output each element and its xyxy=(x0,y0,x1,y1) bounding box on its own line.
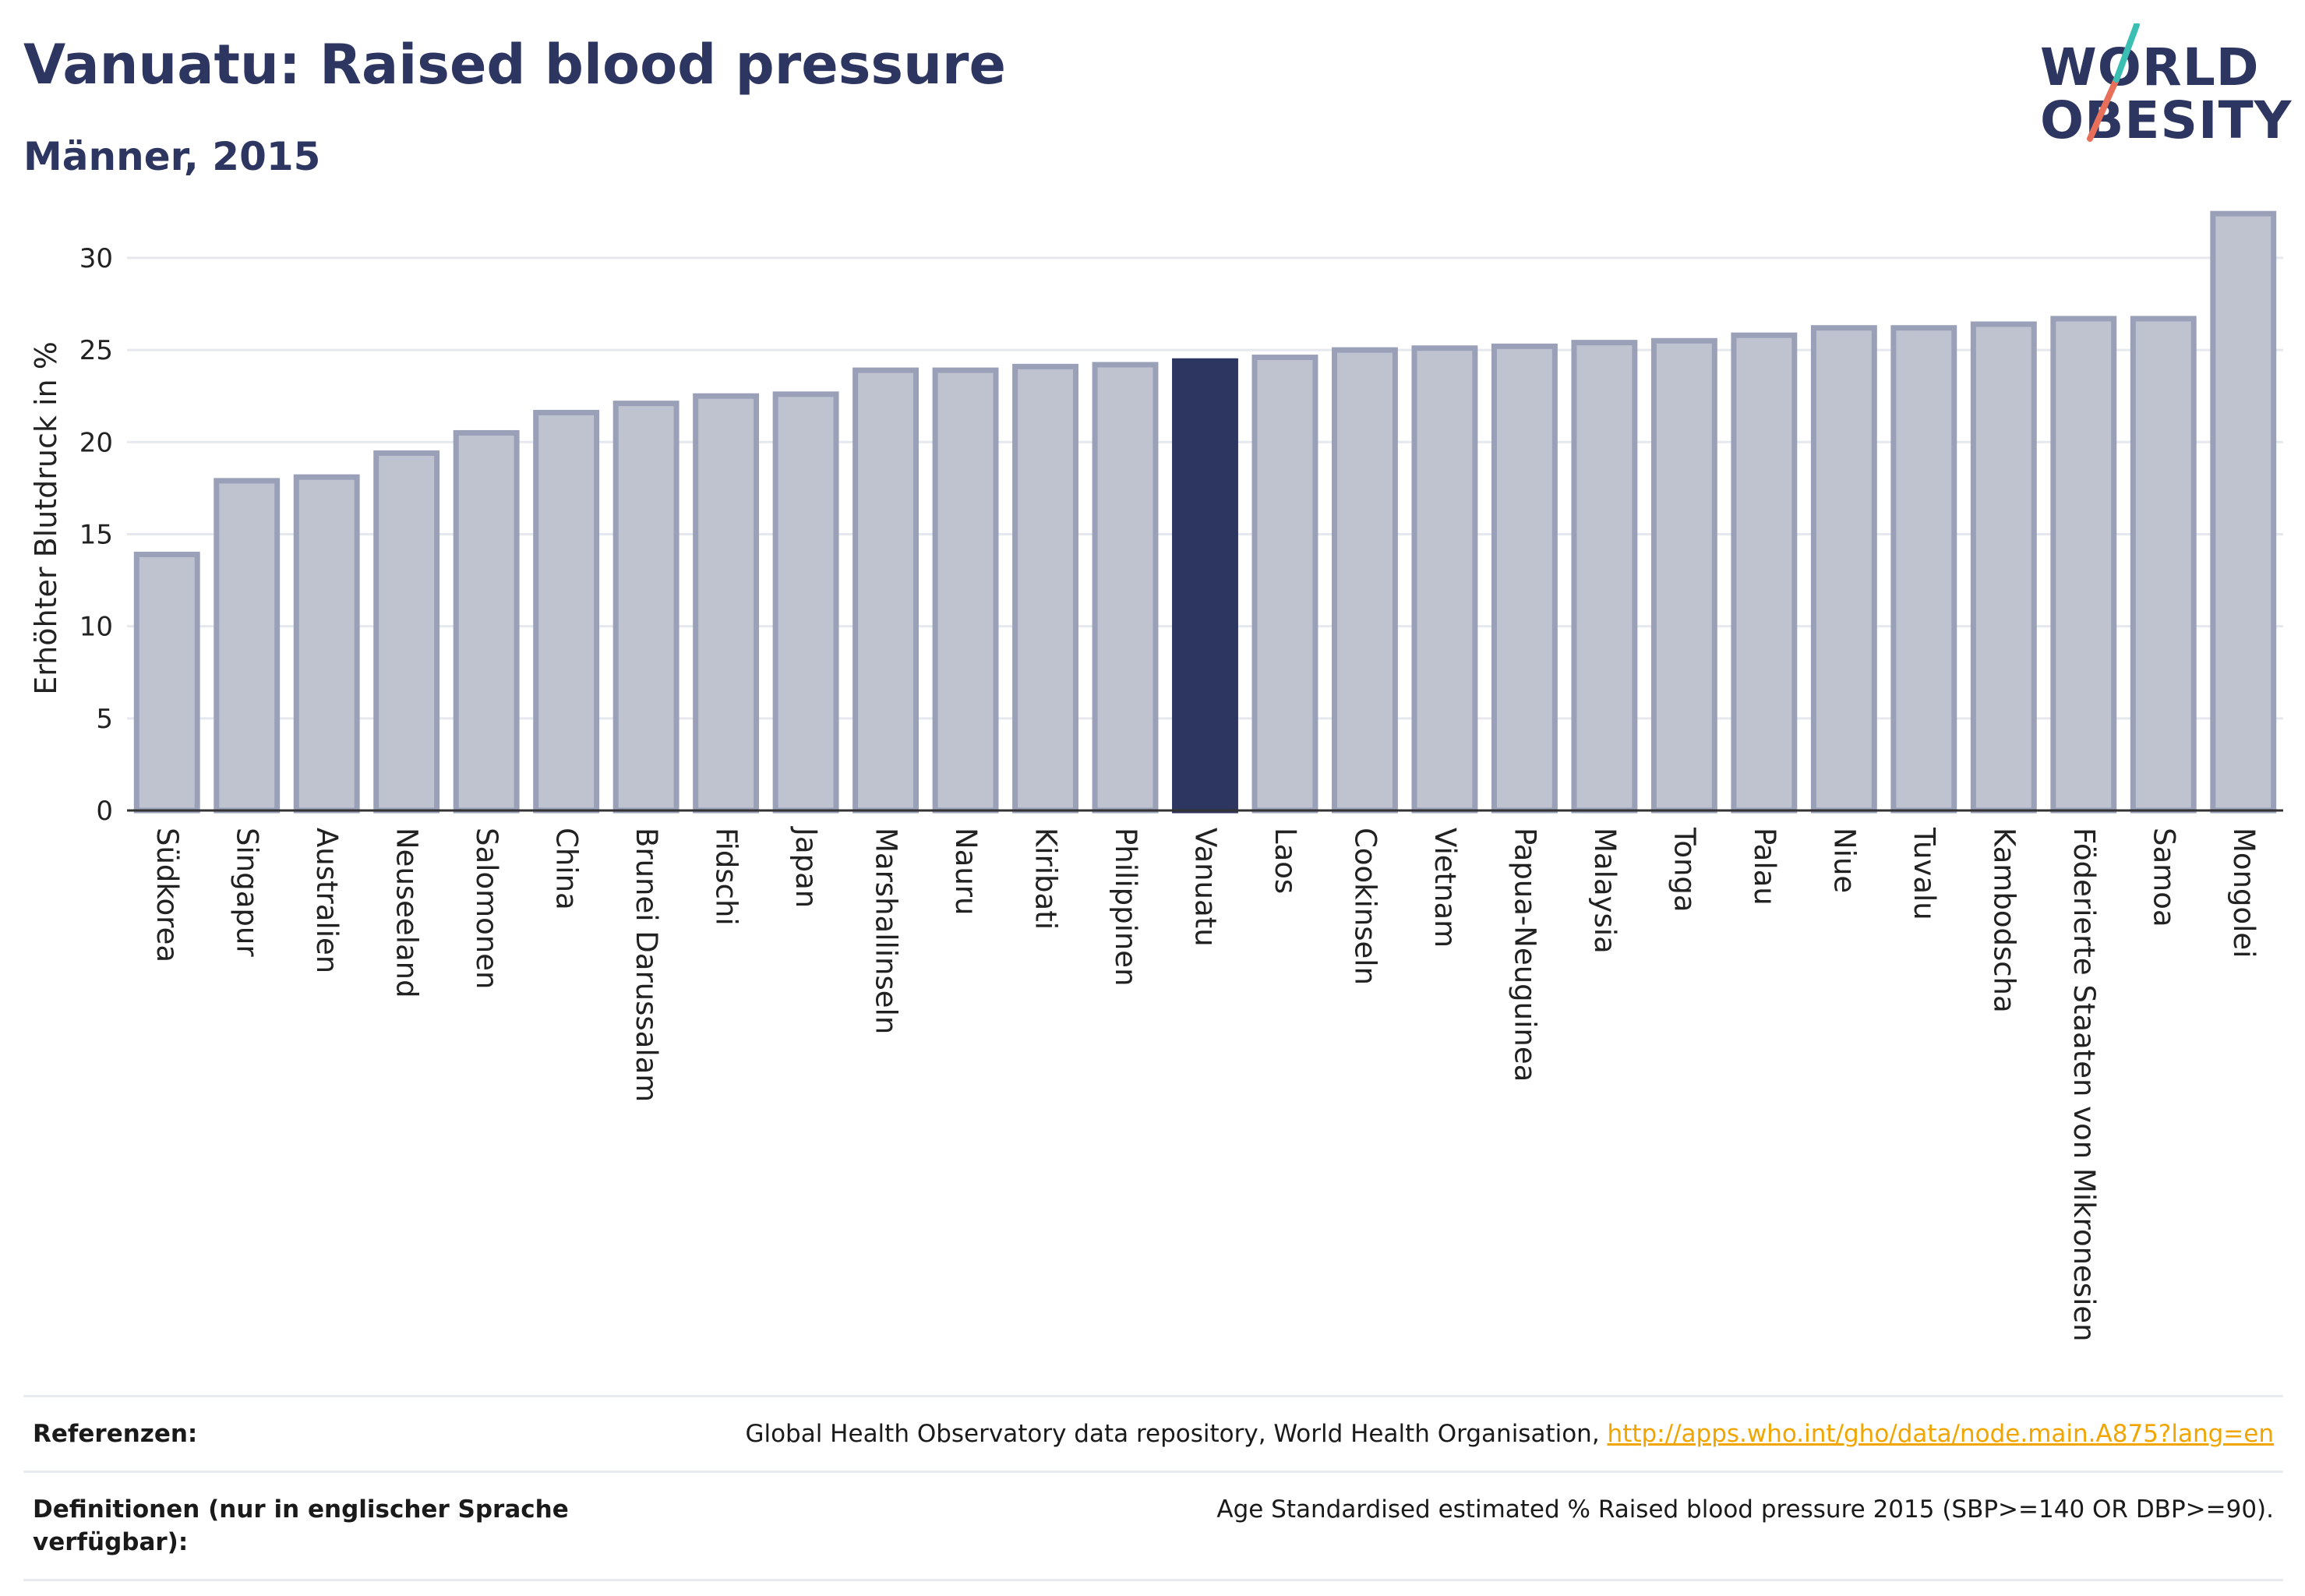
references-label: Referenzen: xyxy=(33,1420,198,1448)
page-subtitle: Männer, 2015 xyxy=(23,134,321,179)
x-tick-label: Salomonen xyxy=(470,828,503,989)
y-axis-label: Erhöhter Blutdruck in % xyxy=(29,341,63,695)
bar-china xyxy=(533,409,600,814)
bar-salomonen xyxy=(453,429,520,814)
references-link[interactable]: http://apps.who.int/gho/data/node.main.A… xyxy=(1607,1420,2274,1448)
bar-singapur xyxy=(214,478,281,814)
bar-samoa xyxy=(2130,316,2197,814)
x-tick-label: Malaysia xyxy=(1588,828,1622,954)
logo-line-2: OBESITY xyxy=(2040,90,2293,150)
y-tick-label: 10 xyxy=(79,612,113,643)
logo-slash-icon xyxy=(2087,23,2140,142)
bar-tonga xyxy=(1650,337,1717,814)
bar-palau xyxy=(1731,332,1798,814)
x-tick-label: Neuseeland xyxy=(390,828,424,998)
x-tick-label: Marshallinseln xyxy=(870,828,903,1034)
bar-chart: 0 5 10 15 20 25 30 Erhöhter Blutdruck in % Südko… xyxy=(29,210,2283,1342)
y-tick-label: 5 xyxy=(96,704,113,735)
x-tick-label: Mongolei xyxy=(2227,828,2261,958)
bar-nauru xyxy=(932,367,999,814)
bar-marshallinseln xyxy=(852,367,920,814)
y-tick-label: 20 xyxy=(79,427,113,458)
y-tick-label: 0 xyxy=(96,796,113,827)
bar-mongolei xyxy=(2210,210,2277,814)
x-tick-label: China xyxy=(550,828,584,910)
bar-malaysia xyxy=(1571,340,1638,814)
y-tick-label: 15 xyxy=(79,519,113,550)
x-tick-label: Samoa xyxy=(2147,828,2180,927)
x-tick-label: Tonga xyxy=(1668,827,1701,913)
world-obesity-logo: WORLD OBESITY xyxy=(2026,23,2291,164)
x-tick-label: Palau xyxy=(1748,828,1781,906)
bar-cookinseln xyxy=(1332,347,1398,814)
x-tick-label: Vietnam xyxy=(1428,828,1462,948)
x-tick-label: Kambodscha xyxy=(1987,828,2021,1013)
bar-niue xyxy=(1810,325,1877,814)
x-tick-label: Vanuatu xyxy=(1189,828,1223,947)
logo-line-1: WORLD xyxy=(2040,37,2260,97)
bar-tuvalu xyxy=(1890,325,1957,814)
definitions-row: Definitionen (nur in englischer Sprache … xyxy=(23,1471,2283,1581)
bar-vanuatu xyxy=(1172,358,1238,814)
x-tick-label: Papua-Neuguinea xyxy=(1508,828,1541,1082)
x-tick-label: Südkorea xyxy=(150,828,184,962)
references-text: Global Health Observatory data repositor… xyxy=(745,1420,1608,1448)
references-value: Global Health Observatory data repositor… xyxy=(745,1418,2274,1450)
y-tick-label: 30 xyxy=(79,243,113,274)
x-tick-label: Föderierte Staaten von Mikronesien xyxy=(2067,828,2101,1342)
x-tick-label: Brunei Darussalam xyxy=(630,828,663,1102)
references-row: Referenzen: Global Health Observatory da… xyxy=(23,1395,2283,1471)
x-tick-label: Kiribati xyxy=(1029,828,1063,930)
page-title: Vanuatu: Raised blood pressure xyxy=(23,33,1006,97)
bar-papua-neuguinea xyxy=(1491,343,1558,814)
x-tick-label: Cookinseln xyxy=(1348,828,1382,985)
definitions-label: Definitionen (nur in englischer Sprache … xyxy=(33,1495,569,1556)
bar-kiribati xyxy=(1012,363,1078,814)
bar-vietnam xyxy=(1411,345,1478,814)
x-tick-label: Laos xyxy=(1269,828,1302,894)
references-table: Referenzen: Global Health Observatory da… xyxy=(23,1395,2283,1581)
bar-fidschi xyxy=(693,393,760,814)
bar-brunei-darussalam xyxy=(612,401,679,814)
bar-australien xyxy=(293,474,360,814)
x-tick-label: Singapur xyxy=(231,828,264,957)
x-tick-label: Nauru xyxy=(949,828,983,915)
x-tick-label: Philippinen xyxy=(1109,828,1142,987)
bar-f-derierte-staaten-von-mikronesien xyxy=(2050,316,2117,814)
bar-laos xyxy=(1251,355,1318,814)
bar-philippinen xyxy=(1092,362,1159,814)
bar-s-dkorea xyxy=(133,551,200,814)
x-tick-label: Australien xyxy=(310,828,344,973)
bar-neuseeland xyxy=(373,450,440,814)
y-tick-label: 25 xyxy=(79,335,113,366)
bar-kambodscha xyxy=(1970,321,2037,814)
x-tick-label: Niue xyxy=(1827,828,1861,893)
definitions-value: Age Standardised estimated % Raised bloo… xyxy=(1216,1495,2274,1524)
bar-japan xyxy=(772,391,839,814)
x-tick-label: Tuvalu xyxy=(1908,827,1941,920)
x-tick-label: Japan xyxy=(789,826,823,908)
x-tick-label: Fidschi xyxy=(710,828,743,926)
